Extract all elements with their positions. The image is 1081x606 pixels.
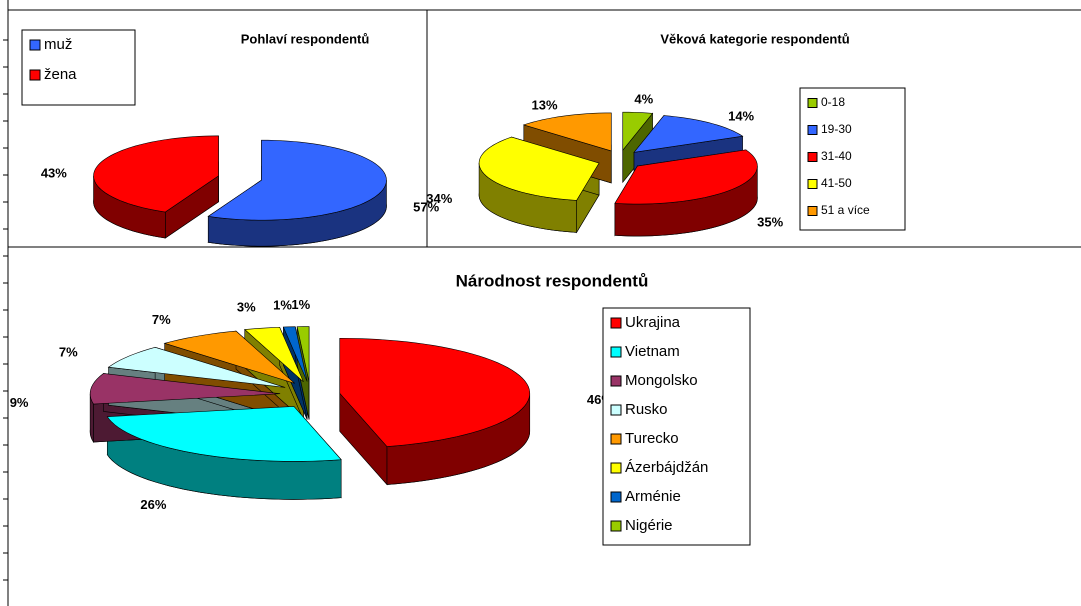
legend-swatch [610, 375, 622, 387]
slice [93, 135, 219, 213]
legend-label: Ukrajina [625, 314, 681, 331]
pie-tops [478, 111, 758, 205]
legend-label: 0-18 [821, 95, 845, 109]
slice [207, 139, 387, 221]
legend [21, 29, 136, 106]
data-label: 1% [273, 298, 292, 313]
legend-swatch [807, 179, 818, 189]
chart-title: Pohlaví respondentů [241, 31, 370, 46]
legend-swatch [807, 206, 818, 216]
data-label: 1% [291, 297, 310, 312]
frames [7, 0, 1081, 606]
legend-label: muž [44, 36, 72, 53]
legend-swatch [610, 520, 622, 532]
legend-label: žena [44, 66, 77, 83]
slice [339, 338, 531, 447]
pie-labels: 4% 14% 35% 34% 13% [426, 92, 783, 230]
legend-swatch [610, 404, 622, 416]
data-label: 34% [426, 191, 452, 206]
slice [89, 373, 281, 405]
legend-swatch [610, 462, 622, 474]
data-label: 3% [237, 300, 256, 315]
slice [106, 406, 342, 462]
legend-swatch [610, 433, 622, 445]
data-label: 43% [41, 166, 67, 181]
slice [478, 136, 600, 201]
slice [163, 330, 295, 384]
legend-swatch [807, 152, 818, 162]
data-label: 57% [413, 199, 439, 214]
legend-label: Turecko [625, 430, 679, 447]
slice [633, 115, 744, 153]
legend-swatch [807, 125, 818, 135]
data-label: 7% [59, 345, 78, 360]
chart-title: Národnost respondentů [456, 271, 649, 290]
legend-label: Vietnam [625, 343, 680, 360]
data-label: 4% [634, 92, 653, 107]
slice [107, 347, 286, 388]
legend-label: Nigérie [625, 517, 673, 534]
legend-label: 31-40 [821, 149, 852, 163]
legend-swatch [610, 346, 622, 358]
slice [614, 149, 758, 205]
pie-tops [89, 326, 531, 462]
chart-title: Věková kategorie respondentů [660, 31, 849, 46]
pie-tops [93, 135, 387, 221]
slice [622, 111, 654, 152]
data-label: 14% [728, 109, 754, 124]
slice [296, 326, 310, 382]
legend-label: 51 a více [821, 203, 870, 217]
data-label: 9% [10, 395, 29, 410]
data-label: 26% [140, 497, 166, 512]
legend-label: Ázerbájdžán [625, 459, 708, 476]
data-label: 35% [757, 214, 783, 229]
legend-label: Rusko [625, 401, 668, 418]
slice [522, 112, 612, 152]
legend-label: 19-30 [821, 122, 852, 136]
data-label: 13% [532, 97, 558, 112]
legend-swatch [610, 317, 622, 329]
legend-swatch [29, 69, 41, 81]
legend-swatch [29, 39, 41, 51]
legend-label: Arménie [625, 488, 681, 505]
legend-swatch [807, 98, 818, 108]
pie-labels: 57% 43% [41, 166, 440, 215]
legend-label: Mongolsko [625, 372, 698, 389]
slice [244, 326, 304, 383]
legend [602, 307, 751, 546]
legend-label: 41-50 [821, 176, 852, 190]
slice [282, 326, 308, 382]
data-label: 7% [152, 312, 171, 327]
legend-swatch [610, 491, 622, 503]
